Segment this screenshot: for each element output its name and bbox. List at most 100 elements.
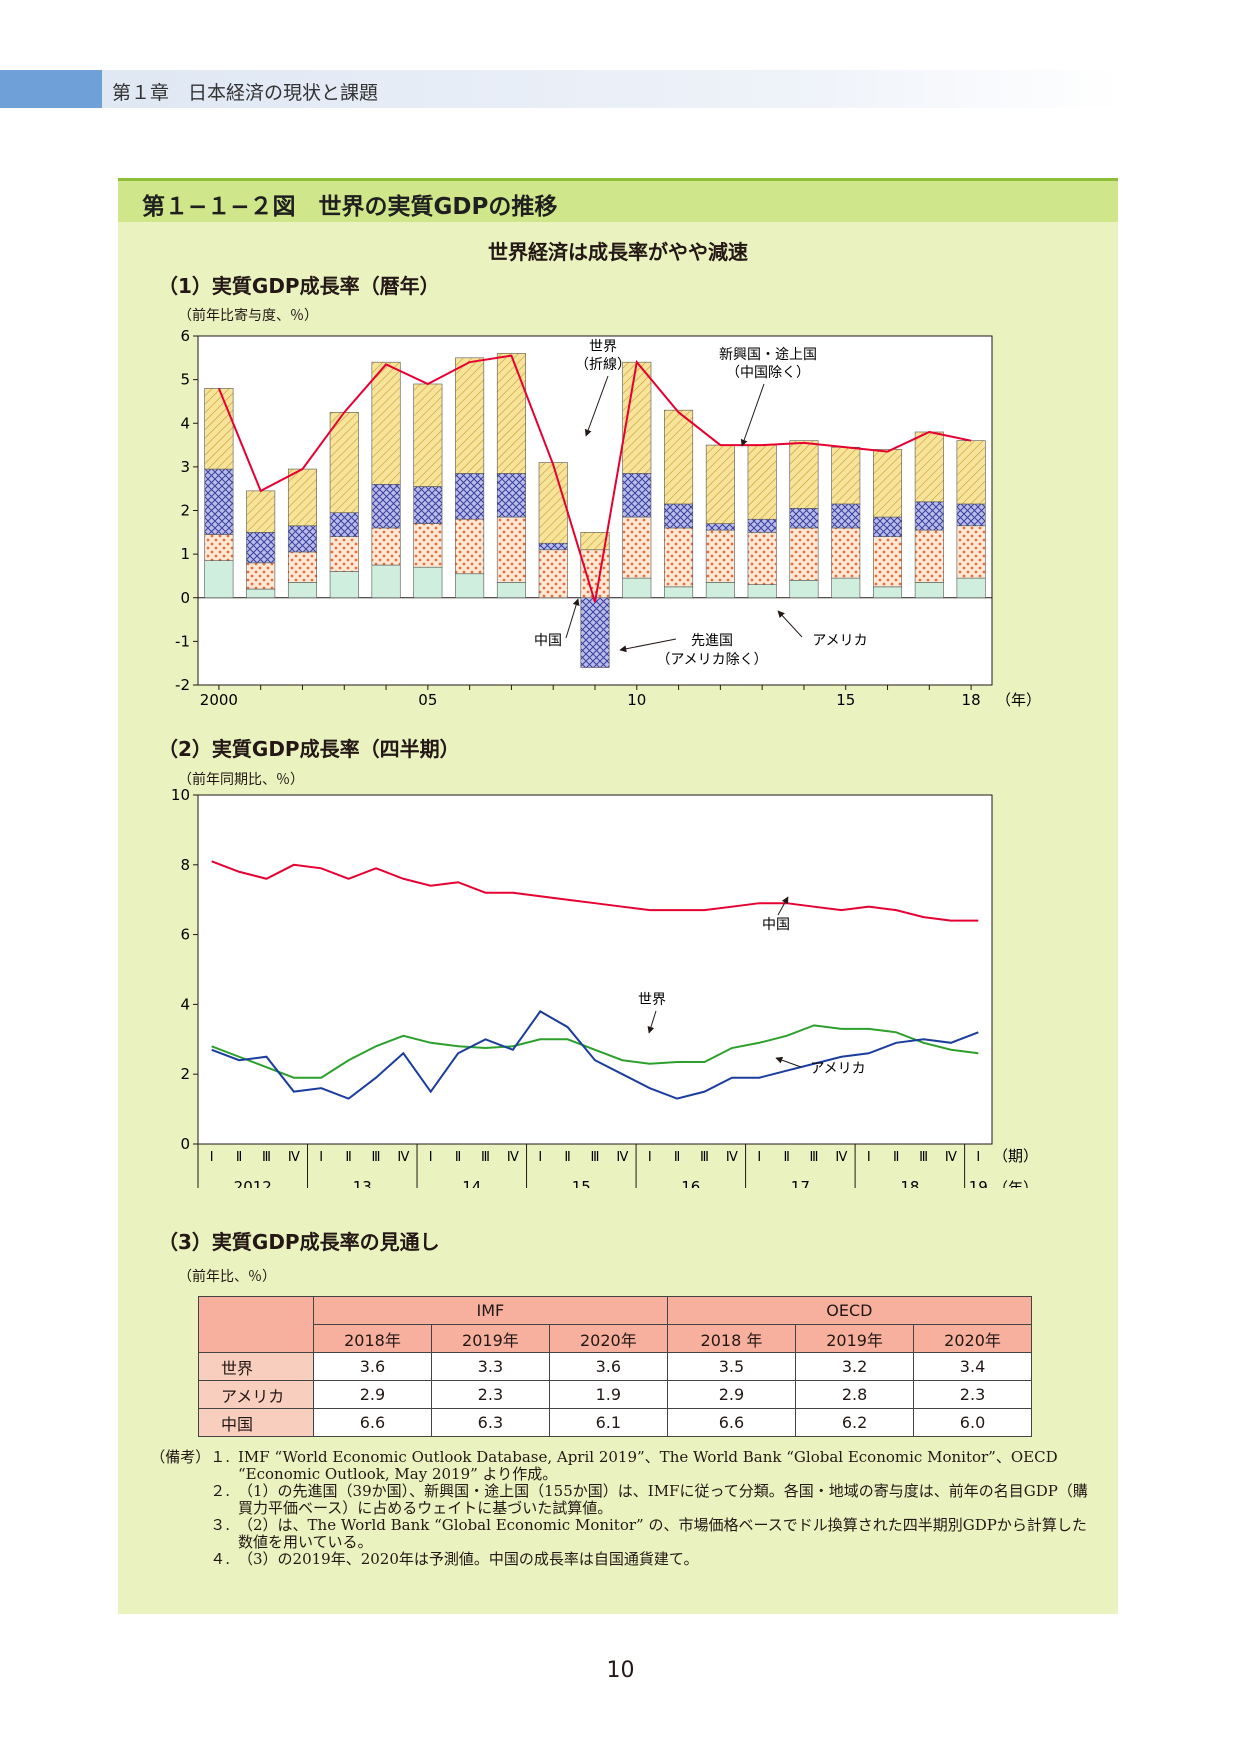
y-tick-label: 1 [180,545,190,563]
year-header: 2019年 [430,1324,550,1353]
note-text: （2）は、The World Bank “Global Economic Mon… [238,1516,1087,1551]
advanced-bar [622,473,652,518]
row-label: アメリカ [198,1380,314,1409]
advanced-bar [580,597,610,668]
emerging-bar [831,446,861,505]
group-imf: IMF [313,1296,668,1325]
annotation-china: 中国 [534,633,562,649]
y-tick-label: 10 [171,786,190,804]
table-cell: 2.8 [795,1380,915,1409]
table-cell: 3.5 [666,1352,797,1381]
quarter-label: Ⅰ [538,1150,542,1165]
china-bar [789,579,819,599]
emerging-bar [789,440,819,509]
table-cell: 3.3 [430,1352,550,1381]
table-cell: 6.6 [313,1408,432,1437]
annotation-usa-arrow [777,610,803,638]
x-tick-label: 18 [962,691,981,709]
year-header: 2018年 [313,1324,432,1353]
table-cell: 6.2 [795,1408,915,1437]
annotation-advanced-sub: （アメリカ除く） [656,652,767,668]
notes: （備考）１. IMF “World Economic Outlook Datab… [136,1449,1096,1568]
world-line [217,354,972,603]
page-number: 10 [606,1658,635,1683]
table-cell: 2.9 [666,1380,797,1409]
chapter-header-bar: 第１章 日本経済の現状と課題 [0,70,1120,108]
quarter-label: Ⅱ [236,1150,242,1165]
note-text: （3）の2019年、2020年は予測値。中国の成長率は自国通貨建て。 [238,1550,699,1568]
quarter-label: Ⅲ [700,1150,709,1165]
y-tick-label: 0 [180,589,190,607]
figure-panel: 第１−１−２図 世界の実質GDPの推移 世界経済は成長率がやや減速 （1）実質G… [118,178,1118,1614]
table-cell: 2.3 [913,1380,1032,1409]
china-bar [705,582,735,599]
advanced-bar [705,523,735,531]
china-bar [747,584,777,599]
usa-bar [789,527,819,581]
annotation-world: 世界 [589,339,617,355]
note-text: IMF “World Economic Outlook Database, Ap… [238,1448,1058,1483]
bar-stacks [204,353,986,668]
y-tick-label: 4 [180,995,190,1013]
emerging-bar [329,412,359,513]
year-header: 2018 年 [666,1324,797,1353]
table-cell: 3.4 [913,1352,1032,1381]
y-axis: 0 2 4 6 8 10 [171,786,198,1153]
usa-quarterly-line [211,1010,979,1100]
annotation-emerging-arrow [740,383,765,447]
emerging-bar [496,353,526,474]
y-tick-label: 4 [180,414,190,432]
x-tick-label: 05 [418,691,437,709]
quarter-label: Ⅳ [397,1150,409,1165]
table-cell: 2.9 [313,1380,432,1409]
note-text: （1）の先進国（39か国）、新興国・途上国（155か国）は、IMFに従って分類。… [238,1482,1088,1517]
advanced-bar [287,525,317,553]
china-bar [873,586,903,599]
quarter-label: Ⅱ [455,1150,461,1165]
china-bar [496,582,526,599]
china-bar [246,588,276,599]
note-number: ４. [210,1550,230,1568]
emerging-bar [705,444,735,524]
quarterly-growth-chart: 0 2 4 6 8 10 Ⅰ Ⅱ Ⅲ Ⅳ Ⅰ Ⅱ Ⅲ Ⅳ Ⅰ Ⅱ Ⅲ Ⅳ Ⅰ Ⅱ Ⅲ Ⅳ Ⅰ Ⅱ Ⅲ Ⅳ Ⅰ Ⅱ Ⅲ Ⅳ Ⅰ Ⅱ Ⅲ Ⅳ Ⅰ 201… [171,786,1038,1188]
advanced-bar [914,501,944,531]
x-axis: 2000 05 10 15 18 [200,685,981,709]
quarter-label: Ⅰ [648,1150,652,1165]
row-label: 世界 [198,1352,314,1381]
x-tick-label: 10 [627,691,646,709]
china-bar [329,571,359,599]
advanced-bar [413,486,443,524]
usa-bar [831,527,861,579]
note-item: ４. （3）の2019年、2020年は予測値。中国の成長率は自国通貨建て。 [136,1551,1096,1568]
x-tick-label: 2000 [200,691,238,709]
china-bar [622,577,652,599]
china-bar [287,582,317,599]
emerging-bar [371,361,401,485]
quarter-label: Ⅳ [616,1150,628,1165]
row-label: 中国 [198,1408,314,1437]
year-label: 17 [791,1178,810,1188]
emerging-bar [580,532,610,551]
figure-title-bar: 第１−１−２図 世界の実質GDPの推移 [118,178,1118,222]
quarter-label: Ⅱ [674,1150,680,1165]
annotation-emerging-sub: （中国除く） [726,365,810,381]
table-cell: 3.2 [795,1352,915,1381]
advanced-bar [831,503,861,529]
quarter-label: Ⅱ [345,1150,351,1165]
table-cell: 6.0 [913,1408,1032,1437]
quarter-label: Ⅱ [893,1150,899,1165]
year-label: 19 [969,1178,988,1188]
annotation-usa: アメリカ [812,633,867,649]
quarter-label: Ⅰ [976,1150,980,1165]
china-quarterly-line [211,860,979,922]
notes-prefix: （備考） [150,1448,211,1466]
table-corner [198,1296,314,1353]
panel3-title: （3）実質GDP成長率の見通し [158,1230,440,1254]
usa-bar [705,529,735,583]
group-oecd: OECD [666,1296,1033,1325]
quarter-label: Ⅲ [919,1150,928,1165]
table-cell: 3.6 [548,1352,668,1381]
quarter-label: Ⅰ [319,1150,323,1165]
usa-bar [287,551,317,583]
quarter-label: Ⅰ [757,1150,761,1165]
